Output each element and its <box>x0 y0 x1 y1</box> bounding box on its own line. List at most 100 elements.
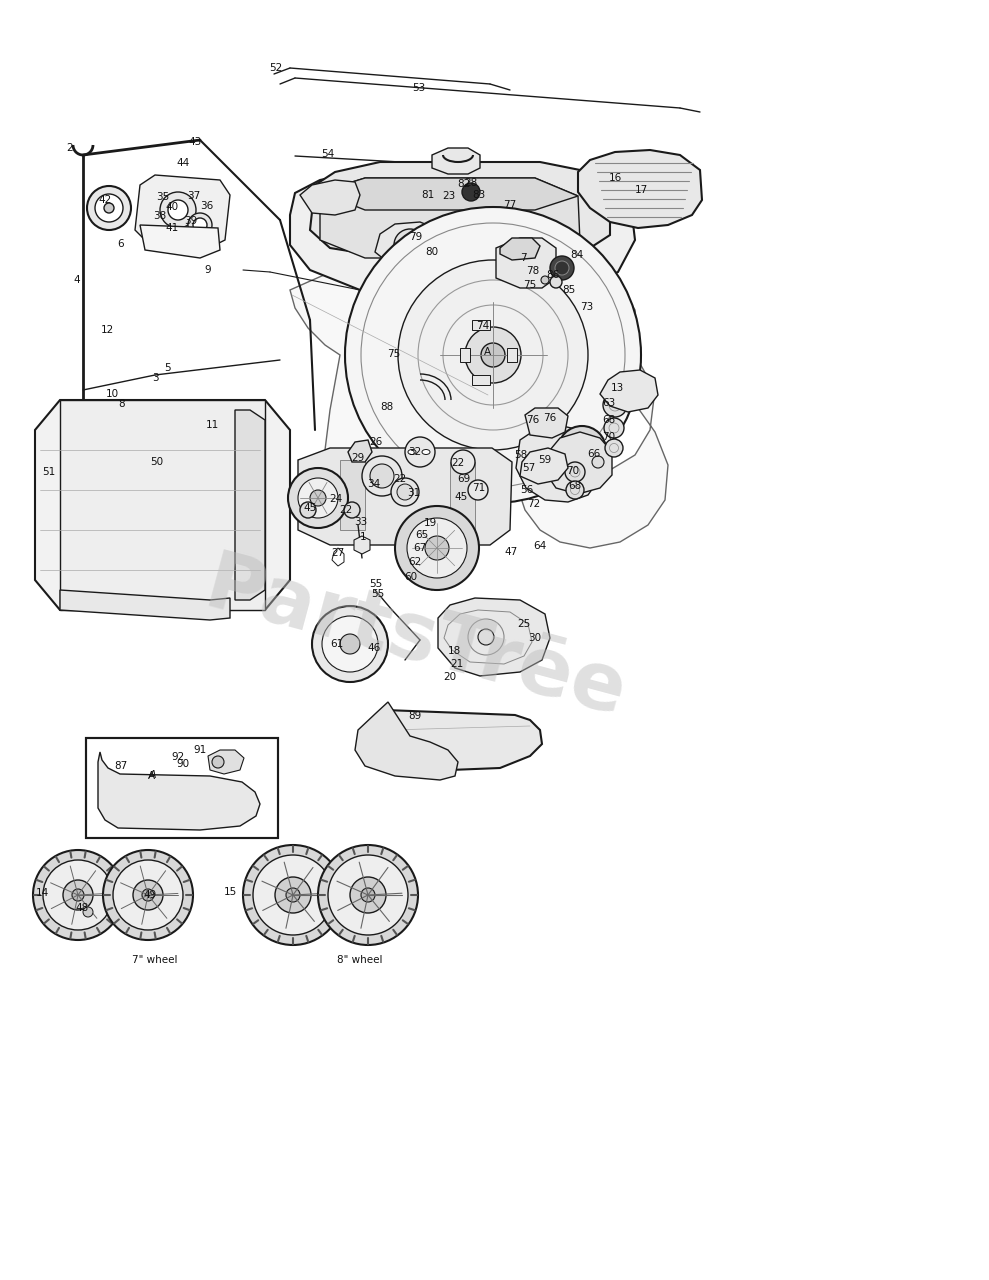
Circle shape <box>405 436 435 467</box>
Circle shape <box>310 490 326 506</box>
Text: 58: 58 <box>514 451 527 460</box>
Ellipse shape <box>408 449 416 454</box>
Text: 64: 64 <box>533 541 547 550</box>
Polygon shape <box>320 178 580 259</box>
Polygon shape <box>496 238 556 288</box>
Circle shape <box>558 426 606 474</box>
Circle shape <box>576 444 588 456</box>
Text: 25: 25 <box>517 620 531 628</box>
Text: 49: 49 <box>143 890 156 900</box>
Text: 76: 76 <box>526 415 540 425</box>
Text: 45: 45 <box>454 492 468 502</box>
Text: 71: 71 <box>473 483 486 493</box>
Text: 70: 70 <box>602 433 615 442</box>
Text: 65: 65 <box>415 530 428 540</box>
Polygon shape <box>332 548 344 566</box>
Circle shape <box>33 850 123 940</box>
Circle shape <box>300 502 316 518</box>
Polygon shape <box>235 410 265 600</box>
Circle shape <box>275 877 311 913</box>
Circle shape <box>420 561 430 571</box>
Text: 35: 35 <box>156 192 170 202</box>
Polygon shape <box>500 238 540 260</box>
Text: 82: 82 <box>457 179 471 189</box>
Text: 33: 33 <box>354 517 368 527</box>
Text: 17: 17 <box>634 186 648 195</box>
Text: 41: 41 <box>165 223 179 233</box>
Text: 13: 13 <box>610 383 624 393</box>
Circle shape <box>288 468 348 529</box>
Polygon shape <box>450 462 475 532</box>
Text: 11: 11 <box>206 420 219 430</box>
Text: 36: 36 <box>201 201 214 211</box>
Text: 72: 72 <box>527 499 541 509</box>
Polygon shape <box>290 168 635 300</box>
Circle shape <box>253 855 333 934</box>
Text: 75: 75 <box>388 349 401 358</box>
Text: 83: 83 <box>473 189 486 200</box>
Text: 8" wheel: 8" wheel <box>337 955 383 965</box>
Text: 67: 67 <box>413 543 426 553</box>
Text: 31: 31 <box>407 488 420 498</box>
Circle shape <box>318 845 418 945</box>
Circle shape <box>113 860 183 931</box>
Text: 90: 90 <box>176 759 190 769</box>
Circle shape <box>350 877 386 913</box>
Polygon shape <box>600 370 658 412</box>
Text: 26: 26 <box>369 436 383 447</box>
Text: 6: 6 <box>118 239 125 250</box>
Text: 42: 42 <box>98 195 112 205</box>
Text: 18: 18 <box>447 646 461 657</box>
Text: 76: 76 <box>543 413 557 422</box>
Circle shape <box>212 756 224 768</box>
Circle shape <box>391 477 419 506</box>
Circle shape <box>193 218 207 232</box>
Polygon shape <box>290 260 668 548</box>
Circle shape <box>402 237 418 253</box>
Text: 23: 23 <box>442 191 456 201</box>
Text: 86: 86 <box>546 270 560 280</box>
Text: 92: 92 <box>171 753 185 762</box>
Text: 78: 78 <box>526 266 540 276</box>
Circle shape <box>168 200 188 220</box>
Text: 85: 85 <box>563 285 576 294</box>
Polygon shape <box>340 460 365 530</box>
Text: 16: 16 <box>608 173 622 183</box>
Text: 40: 40 <box>165 202 179 212</box>
Text: 22: 22 <box>394 474 406 484</box>
Circle shape <box>592 456 604 468</box>
Circle shape <box>322 616 378 672</box>
Bar <box>86 739 278 838</box>
Circle shape <box>550 256 574 280</box>
Text: 27: 27 <box>331 548 344 558</box>
Circle shape <box>395 506 479 590</box>
Circle shape <box>361 888 375 902</box>
Circle shape <box>83 908 93 916</box>
Text: 50: 50 <box>150 457 163 467</box>
Polygon shape <box>545 433 612 494</box>
Polygon shape <box>438 598 550 676</box>
Circle shape <box>160 192 196 228</box>
Polygon shape <box>348 440 372 462</box>
Circle shape <box>555 261 569 275</box>
Circle shape <box>188 212 212 237</box>
Circle shape <box>420 548 430 558</box>
Circle shape <box>566 434 598 466</box>
Text: 32: 32 <box>408 447 421 457</box>
Text: 60: 60 <box>405 572 417 582</box>
Polygon shape <box>320 178 578 210</box>
Text: A: A <box>148 771 156 780</box>
Circle shape <box>104 204 114 212</box>
Text: 2: 2 <box>66 143 73 154</box>
Text: 7: 7 <box>519 253 526 262</box>
Polygon shape <box>355 701 458 780</box>
Polygon shape <box>35 401 290 611</box>
Polygon shape <box>372 710 542 771</box>
Circle shape <box>286 888 300 902</box>
Circle shape <box>340 634 360 654</box>
Text: PartsTrēe: PartsTrēe <box>197 547 634 733</box>
Text: 20: 20 <box>443 672 457 682</box>
Circle shape <box>397 484 413 500</box>
Text: 3: 3 <box>151 372 158 383</box>
Circle shape <box>398 260 588 451</box>
